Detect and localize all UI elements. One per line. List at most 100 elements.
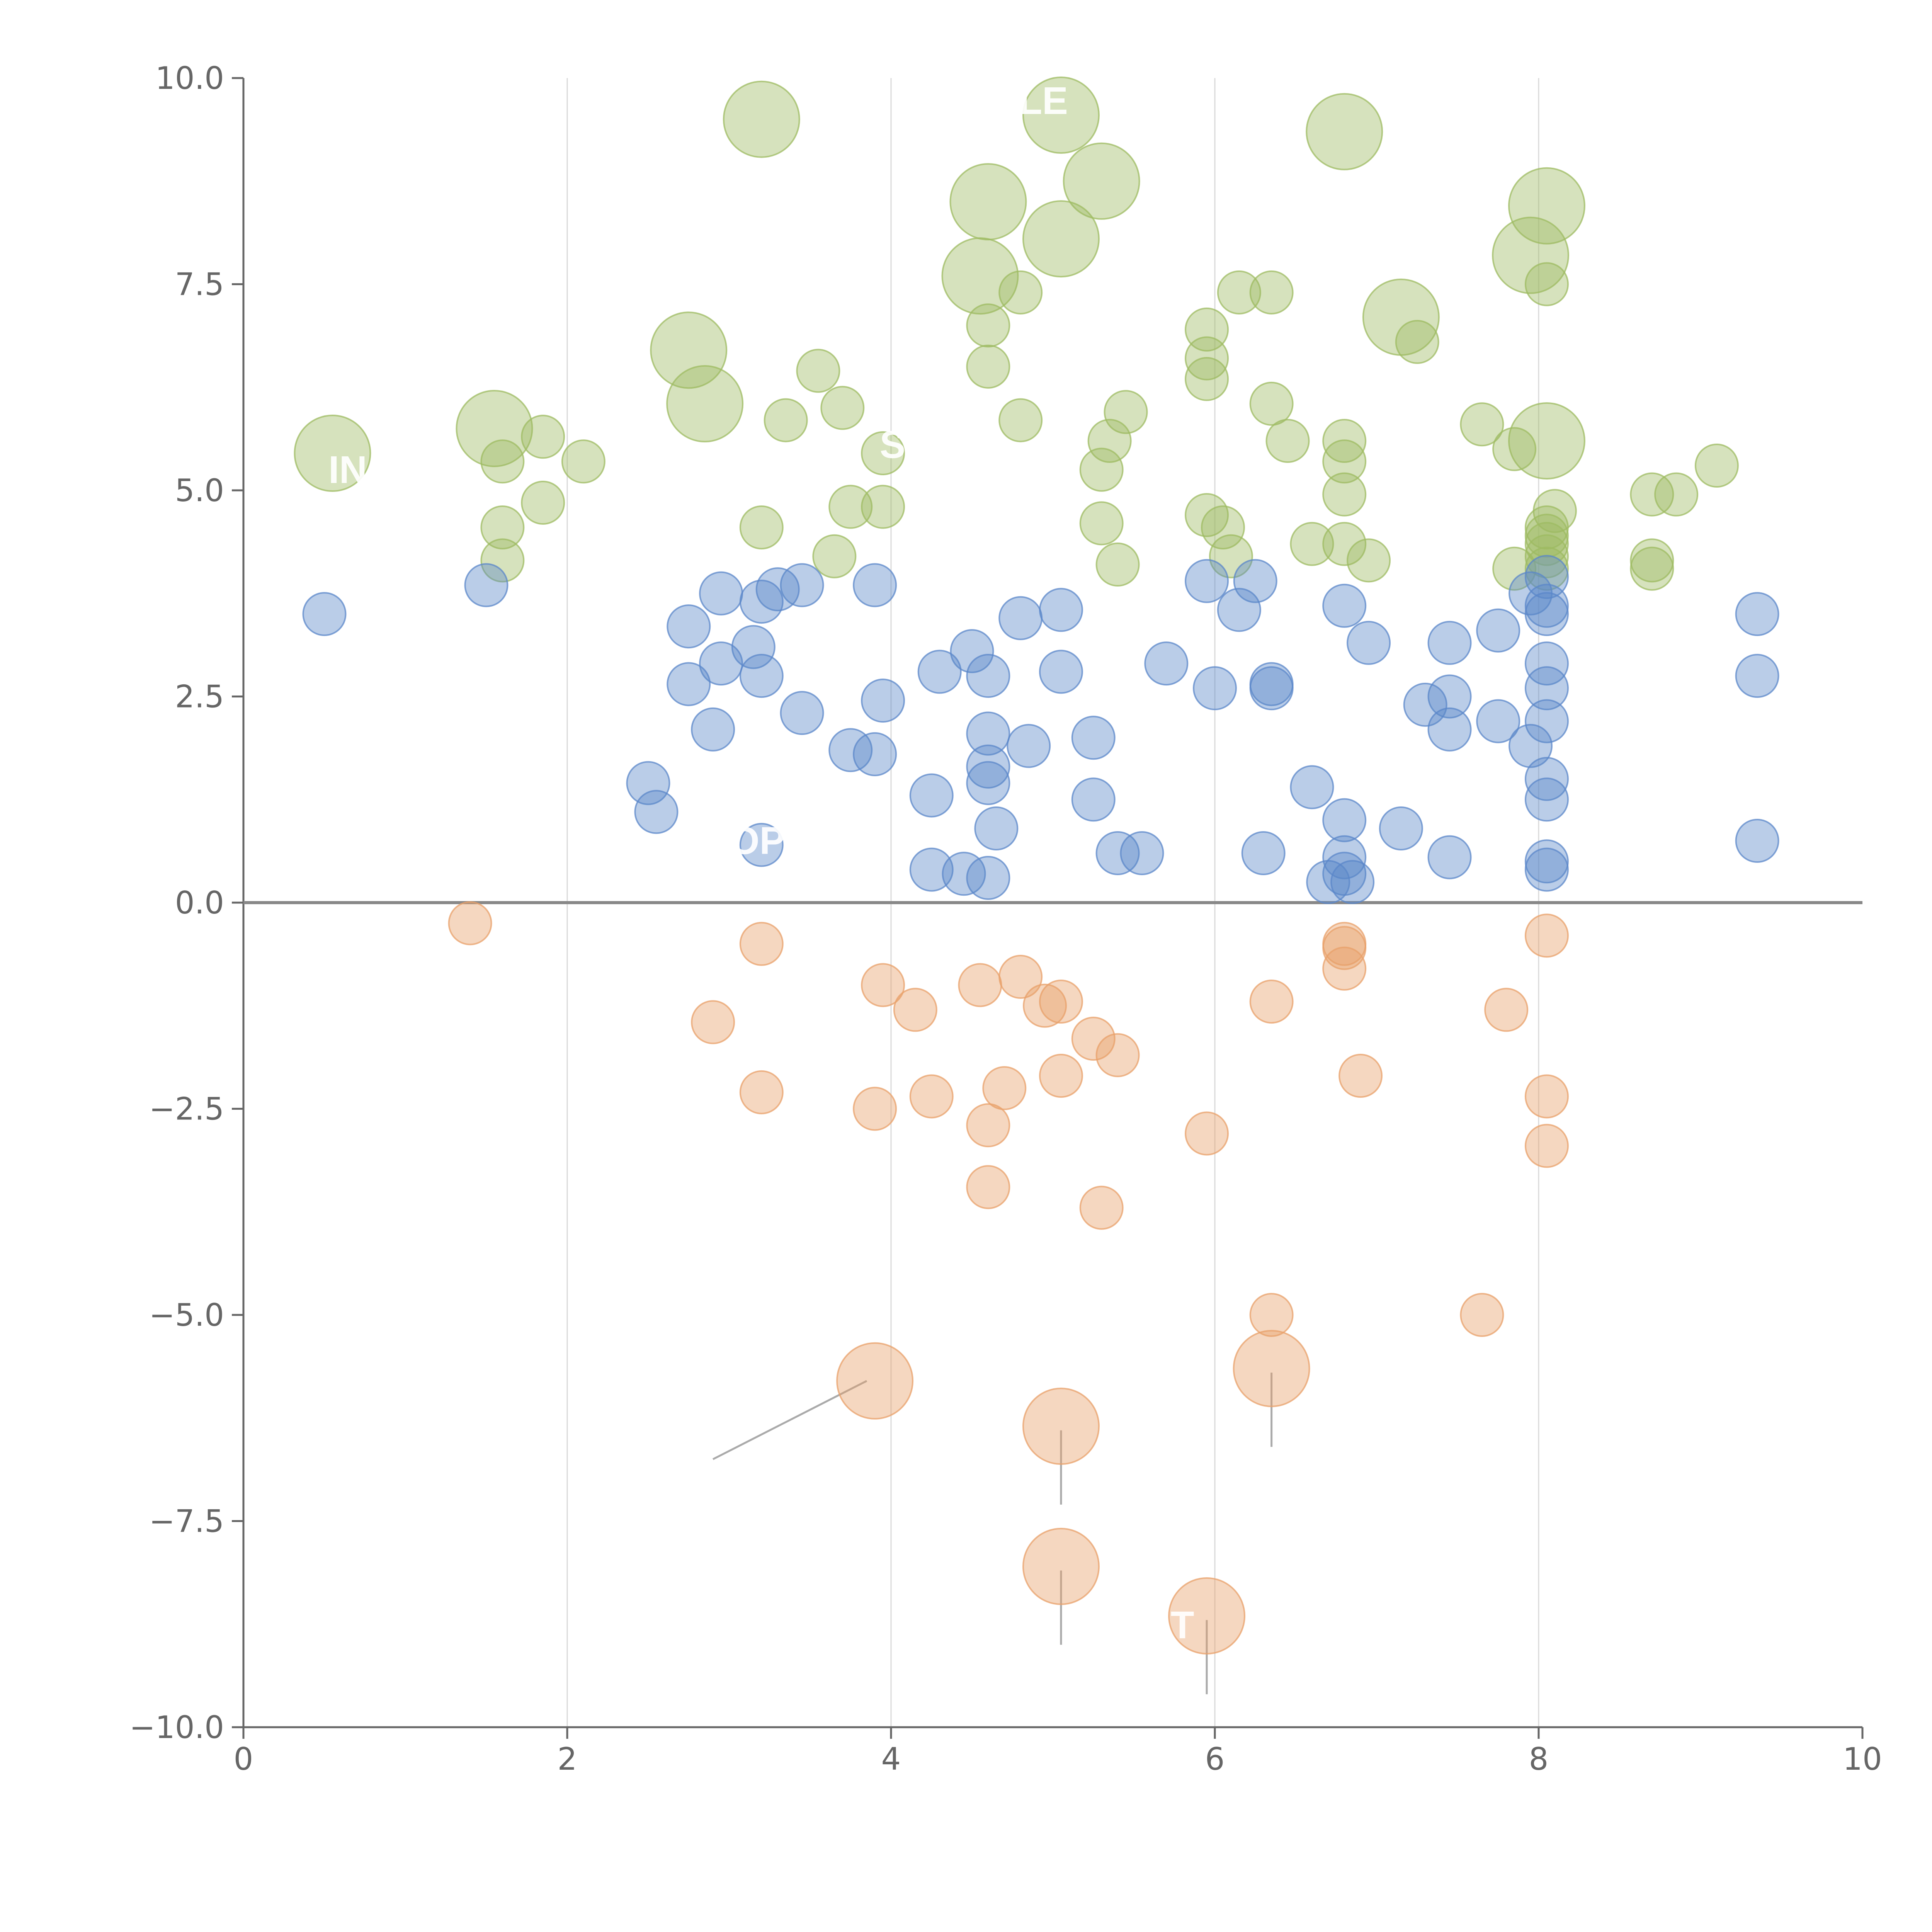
data-point-orange	[909, 1074, 954, 1119]
data-point-blue	[699, 571, 743, 616]
data-point-blue	[998, 596, 1043, 640]
data-point-blue	[966, 761, 1010, 805]
data-point-blue	[1095, 831, 1140, 875]
data-point-blue	[1476, 699, 1520, 743]
data-point-green	[1508, 402, 1585, 480]
data-point-blue	[667, 662, 711, 706]
data-point-blue	[974, 806, 1019, 850]
data-point-orange	[739, 922, 784, 966]
data-point-blue	[1735, 592, 1779, 636]
data-point-orange	[1022, 1527, 1100, 1605]
data-point-orange	[1460, 1293, 1504, 1337]
data-point-orange	[861, 963, 905, 1007]
data-point-orange	[1338, 1054, 1383, 1098]
data-point-green	[1063, 142, 1140, 220]
data-point-green	[1022, 77, 1100, 154]
y-tick-label: 0.0	[175, 885, 224, 921]
data-point-orange	[1039, 980, 1083, 1024]
data-point-green	[1079, 447, 1124, 492]
data-point-green	[1322, 439, 1367, 484]
data-point-blue	[1524, 847, 1569, 892]
data-point-blue	[1427, 674, 1472, 719]
data-point-green	[1460, 402, 1504, 447]
data-point-blue	[1144, 641, 1189, 686]
data-point-blue	[1039, 650, 1083, 694]
data-point-orange	[982, 1066, 1027, 1111]
data-point-green	[861, 485, 905, 529]
data-point-blue	[1524, 699, 1569, 743]
data-point-green	[1185, 357, 1229, 401]
data-point-blue	[1427, 707, 1472, 752]
data-point-green	[1087, 418, 1132, 463]
data-point-green	[812, 534, 857, 578]
annotation-label: LE	[1019, 79, 1068, 122]
data-point-blue	[828, 728, 873, 772]
data-point-blue	[950, 629, 994, 673]
y-tick-label: −7.5	[149, 1503, 224, 1539]
data-point-green	[1306, 93, 1383, 170]
data-point-blue	[1306, 860, 1350, 904]
data-point-green	[1104, 390, 1148, 434]
data-point-orange	[836, 1342, 914, 1420]
data-point-blue	[1524, 777, 1569, 822]
data-point-blue	[739, 823, 784, 867]
data-point-blue	[755, 567, 800, 612]
y-tick-label: 2.5	[175, 679, 224, 715]
data-point-green	[1654, 472, 1699, 517]
data-point-blue	[942, 852, 986, 896]
data-point-orange	[958, 963, 1002, 1007]
data-point-green	[1322, 522, 1367, 566]
data-point-green	[1395, 320, 1439, 364]
data-point-green	[1322, 472, 1367, 517]
data-point-orange	[448, 901, 492, 946]
data-point-green	[650, 311, 728, 389]
data-point-green	[521, 415, 565, 459]
data-point-green	[561, 439, 605, 484]
data-point-orange	[1484, 988, 1529, 1032]
y-tick-label: 10.0	[155, 60, 224, 96]
data-point-orange	[893, 988, 937, 1032]
data-point-blue	[1193, 666, 1237, 711]
data-point-green	[480, 505, 525, 550]
data-point-orange	[1168, 1577, 1246, 1655]
data-point-blue	[1322, 835, 1367, 879]
data-point-blue	[1476, 608, 1520, 653]
data-point-blue	[1347, 621, 1391, 665]
axes	[242, 78, 1862, 1728]
data-point-blue	[1403, 682, 1447, 727]
data-point-blue	[966, 744, 1010, 789]
data-point-orange	[966, 1165, 1010, 1209]
data-points	[294, 77, 1779, 1655]
data-point-blue	[1071, 777, 1116, 822]
data-point-orange	[966, 1103, 1010, 1148]
data-point-blue	[966, 711, 1010, 756]
annotation-label: T	[1170, 1604, 1194, 1647]
x-tick-label: 0	[234, 1741, 253, 1777]
data-point-green	[1022, 200, 1100, 278]
data-point-green	[1508, 167, 1585, 245]
data-point-blue	[1007, 724, 1051, 768]
data-point-blue	[699, 641, 743, 686]
data-point-green	[949, 163, 1027, 241]
leader-lines	[712, 1372, 1273, 1694]
data-point-blue	[626, 761, 670, 805]
data-point-green	[1095, 543, 1140, 587]
data-point-green	[739, 505, 784, 550]
data-point-orange	[1079, 1185, 1124, 1230]
data-point-green	[1079, 501, 1124, 546]
x-tick-label: 2	[558, 1741, 577, 1777]
data-point-green	[796, 349, 840, 393]
data-point-blue	[1524, 592, 1569, 636]
data-point-green	[1209, 534, 1253, 578]
data-point-blue	[1322, 583, 1367, 628]
data-point-blue	[1524, 641, 1569, 686]
data-point-blue	[1735, 654, 1779, 698]
data-point-blue	[780, 691, 824, 735]
data-point-green	[998, 398, 1043, 442]
data-point-green	[1694, 443, 1739, 488]
data-point-orange	[1022, 1388, 1100, 1465]
data-point-green	[1201, 505, 1245, 550]
data-point-orange	[1524, 1074, 1569, 1119]
data-point-orange	[739, 1070, 784, 1114]
